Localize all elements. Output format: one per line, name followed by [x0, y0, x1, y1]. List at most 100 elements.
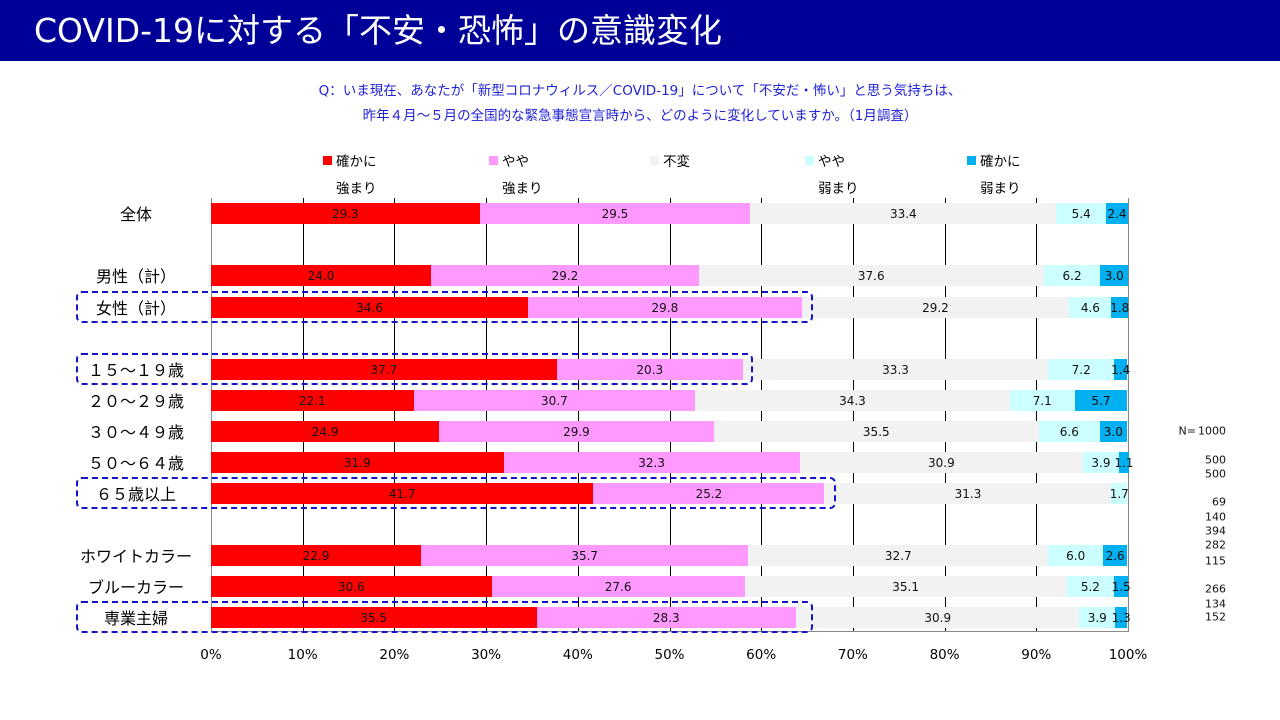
data-label: 34.3 — [839, 394, 866, 408]
data-label: 37.7 — [370, 363, 398, 377]
bar-segment — [211, 607, 537, 628]
x-tick-label: 30% — [471, 647, 502, 663]
x-tick-label: 70% — [837, 647, 868, 663]
bar-segment — [439, 421, 714, 442]
bar-segment — [211, 203, 480, 224]
bar-segment — [695, 390, 1010, 411]
bar-segment — [750, 203, 1057, 224]
data-label: 1.5 — [1111, 580, 1131, 594]
bar-segment — [1114, 359, 1128, 380]
data-label: 3.0 — [1103, 425, 1123, 439]
gridline — [761, 198, 763, 632]
data-label: 3.9 — [1087, 611, 1107, 625]
category-label: ホワイトカラー — [80, 547, 193, 566]
bar-segment — [413, 390, 696, 411]
sample-size: 500 — [1205, 453, 1226, 467]
legend-label-line2: 弱まり — [818, 181, 859, 197]
category-label: １５～１９歳 — [87, 361, 184, 380]
data-label: 30.6 — [337, 580, 365, 594]
bar-segment — [211, 390, 414, 411]
bar-segment — [1114, 576, 1128, 597]
data-label: 4.6 — [1080, 301, 1100, 315]
legend-swatch — [967, 156, 976, 165]
bar-segment — [211, 297, 529, 318]
x-tick-label: 80% — [929, 647, 960, 663]
legend-swatch — [805, 156, 814, 165]
data-label: 32.7 — [884, 549, 912, 563]
gridline — [852, 198, 854, 632]
bar-segment — [748, 545, 1049, 566]
x-tick-label: 10% — [287, 647, 318, 663]
bar-segment — [528, 297, 802, 318]
data-label: 31.9 — [343, 456, 371, 470]
sample-size: 282 — [1205, 538, 1226, 552]
data-label: 6.0 — [1066, 549, 1086, 563]
bar-segment — [1100, 265, 1128, 286]
category-label: 男性（計） — [95, 267, 176, 286]
category-label: ブルーカラー — [87, 578, 184, 597]
bar-segment — [1066, 576, 1115, 597]
data-label: 29.5 — [601, 207, 629, 221]
legend-label-line2: 強まり — [336, 181, 377, 197]
bar-segment — [824, 483, 1112, 504]
gridline — [944, 198, 946, 632]
x-tick-label: 90% — [1021, 647, 1052, 663]
data-label: 29.9 — [563, 425, 590, 439]
bar-segment — [1069, 297, 1112, 318]
highlight-box — [76, 353, 753, 385]
data-label: 35.1 — [892, 580, 919, 594]
data-label: 29.2 — [551, 269, 579, 283]
bar-segment — [1048, 359, 1115, 380]
data-label: 37.6 — [857, 269, 885, 283]
legend-item: 確かに — [967, 150, 1021, 170]
data-label: 25.2 — [695, 487, 723, 501]
bar-segment — [211, 359, 557, 380]
data-label: 1.7 — [1109, 487, 1129, 501]
x-tick-label: 50% — [654, 647, 685, 663]
bar-segment — [1099, 421, 1128, 442]
legend-item: やや — [805, 150, 845, 170]
bar-segment — [536, 607, 797, 628]
bar-segment — [1111, 483, 1128, 504]
page-title: COVID-19に対する「不安・恐怖」の意識変化 — [0, 0, 1280, 61]
sample-size: 394 — [1205, 524, 1226, 538]
data-label: 7.2 — [1071, 363, 1091, 377]
gridline — [669, 198, 671, 632]
bar-segment — [556, 359, 743, 380]
bar-segment — [593, 483, 825, 504]
sample-size: 152 — [1205, 610, 1226, 624]
legend-label: やや — [502, 154, 529, 170]
question-line-1: Q：いま現在、あなたが「新型コロナウィルス／COVID-19」について「不安だ・… — [318, 83, 962, 99]
data-label: 29.8 — [651, 301, 679, 315]
bar-segment — [1074, 390, 1128, 411]
bar-segment — [211, 483, 594, 504]
bar-segment — [796, 607, 1080, 628]
legend-swatch — [489, 156, 498, 165]
sample-size: 266 — [1205, 582, 1226, 596]
bar-segment — [1103, 545, 1128, 566]
sample-size: 134 — [1205, 597, 1226, 611]
sample-size: 115 — [1205, 554, 1226, 568]
bar-segment — [503, 452, 800, 473]
bar-segment — [211, 421, 440, 442]
legend-label: 確かに — [336, 154, 377, 170]
legend-item: 確かに — [323, 150, 377, 170]
data-label: 2.4 — [1107, 207, 1127, 221]
n-prefix: N= — [1178, 424, 1196, 438]
data-label: 30.9 — [924, 611, 952, 625]
data-label: 22.9 — [302, 549, 330, 563]
data-label: 1.1 — [1114, 456, 1134, 470]
highlight-box — [76, 291, 813, 323]
category-label: 全体 — [119, 205, 152, 224]
bar-segment — [1083, 452, 1119, 473]
highlight-box — [76, 601, 813, 633]
bar-segment — [431, 265, 699, 286]
legend-swatch — [323, 156, 332, 165]
data-label: 41.7 — [388, 487, 416, 501]
category-label: ２０～２９歳 — [87, 392, 184, 411]
data-label: 22.1 — [298, 394, 326, 408]
x-tick-label: 0% — [200, 647, 222, 663]
bar-segment — [211, 452, 504, 473]
data-label: 3.9 — [1091, 456, 1111, 470]
legend-label-line2: 弱まり — [980, 181, 1021, 197]
